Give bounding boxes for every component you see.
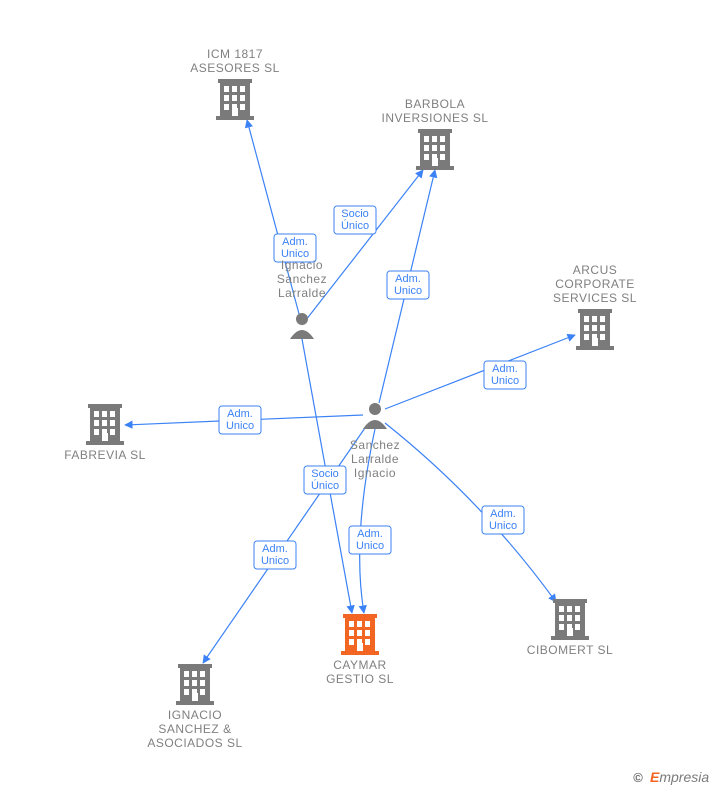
svg-text:ARCUS: ARCUS: [573, 263, 618, 277]
svg-text:CORPORATE: CORPORATE: [555, 277, 635, 291]
fabrevia-label: FABREVIA SL: [64, 448, 146, 462]
svg-text:Socio: Socio: [311, 468, 339, 480]
caymar-icon: [341, 614, 379, 655]
edge-label-person2-fabrevia: Adm.Unico: [219, 406, 261, 434]
arcus-label: ARCUSCORPORATESERVICES SL: [553, 263, 637, 305]
svg-text:Único: Único: [341, 219, 369, 232]
svg-text:Unico: Unico: [261, 555, 289, 567]
svg-text:BARBOLA: BARBOLA: [405, 97, 465, 111]
svg-text:Ignacio: Ignacio: [281, 258, 323, 272]
copyright-symbol: ©: [633, 770, 643, 785]
cibomert-label: CIBOMERT SL: [527, 643, 613, 657]
svg-text:Larralde: Larralde: [351, 452, 399, 466]
edge-label-person2-barbola: Adm.Unico: [387, 271, 429, 299]
svg-text:INVERSIONES SL: INVERSIONES SL: [381, 111, 488, 125]
edge-label-person2-cibomert: Adm.Unico: [482, 506, 524, 534]
edge-person1-barbola: [302, 170, 423, 325]
svg-text:SANCHEZ &: SANCHEZ &: [158, 722, 231, 736]
svg-text:ICM 1817: ICM 1817: [207, 47, 263, 61]
relationship-diagram: Adm.UnicoSocioÚnicoSocioÚnicoAdm.UnicoAd…: [0, 0, 728, 795]
edge-person2-arcus: [385, 335, 575, 409]
svg-text:ASOCIADOS SL: ASOCIADOS SL: [147, 736, 242, 750]
edge-label-person2-caymar: Adm.Unico: [349, 526, 391, 554]
svg-text:Adm.: Adm.: [492, 363, 518, 375]
fabrevia-icon: [86, 404, 124, 445]
svg-text:Unico: Unico: [491, 375, 519, 387]
svg-text:Adm.: Adm.: [395, 273, 421, 285]
svg-text:FABREVIA SL: FABREVIA SL: [64, 448, 146, 462]
svg-text:Ignacio: Ignacio: [354, 466, 396, 480]
svg-text:ASESORES SL: ASESORES SL: [190, 61, 280, 75]
edge-label-person1-barbola: SocioÚnico: [334, 206, 376, 234]
asociados-icon: [176, 664, 214, 705]
brand-logo: Empresia: [650, 769, 709, 785]
edge-label-person2-asociados: Adm.Unico: [254, 541, 296, 569]
svg-text:Adm.: Adm.: [227, 408, 253, 420]
svg-text:Adm.: Adm.: [262, 543, 288, 555]
svg-text:Unico: Unico: [394, 285, 422, 297]
svg-text:Sanchez: Sanchez: [350, 438, 400, 452]
svg-text:CIBOMERT SL: CIBOMERT SL: [527, 643, 613, 657]
person2-label: SanchezLarraldeIgnacio: [350, 438, 400, 480]
svg-text:Único: Único: [311, 479, 339, 492]
svg-text:Adm.: Adm.: [282, 236, 308, 248]
person2-icon: [363, 403, 387, 429]
arcus-icon: [576, 309, 614, 350]
svg-text:Sanchez: Sanchez: [277, 272, 327, 286]
edge-person2-cibomert: [385, 423, 556, 602]
svg-text:Socio: Socio: [341, 208, 369, 220]
svg-text:Adm.: Adm.: [357, 528, 383, 540]
svg-text:Unico: Unico: [489, 520, 517, 532]
caymar-label: CAYMARGESTIO SL: [326, 658, 394, 686]
edge-label-person1-caymar: SocioÚnico: [304, 466, 346, 494]
barbola-icon: [416, 129, 454, 170]
svg-text:IGNACIO: IGNACIO: [168, 708, 222, 722]
cibomert-icon: [551, 599, 589, 640]
icm-icon: [216, 79, 254, 120]
icm-label: ICM 1817ASESORES SL: [190, 47, 280, 75]
footer: © Empresia: [633, 769, 709, 785]
edge-label-person2-arcus: Adm.Unico: [484, 361, 526, 389]
asociados-label: IGNACIOSANCHEZ &ASOCIADOS SL: [147, 708, 242, 750]
svg-text:Unico: Unico: [356, 540, 384, 552]
svg-text:Larralde: Larralde: [278, 286, 326, 300]
svg-text:SERVICES SL: SERVICES SL: [553, 291, 637, 305]
svg-text:CAYMAR: CAYMAR: [333, 658, 386, 672]
svg-text:Unico: Unico: [226, 420, 254, 432]
svg-text:GESTIO SL: GESTIO SL: [326, 672, 394, 686]
person1-label: IgnacioSanchezLarralde: [277, 258, 327, 300]
svg-text:Adm.: Adm.: [490, 508, 516, 520]
barbola-label: BARBOLAINVERSIONES SL: [381, 97, 488, 125]
person1-icon: [290, 313, 314, 339]
